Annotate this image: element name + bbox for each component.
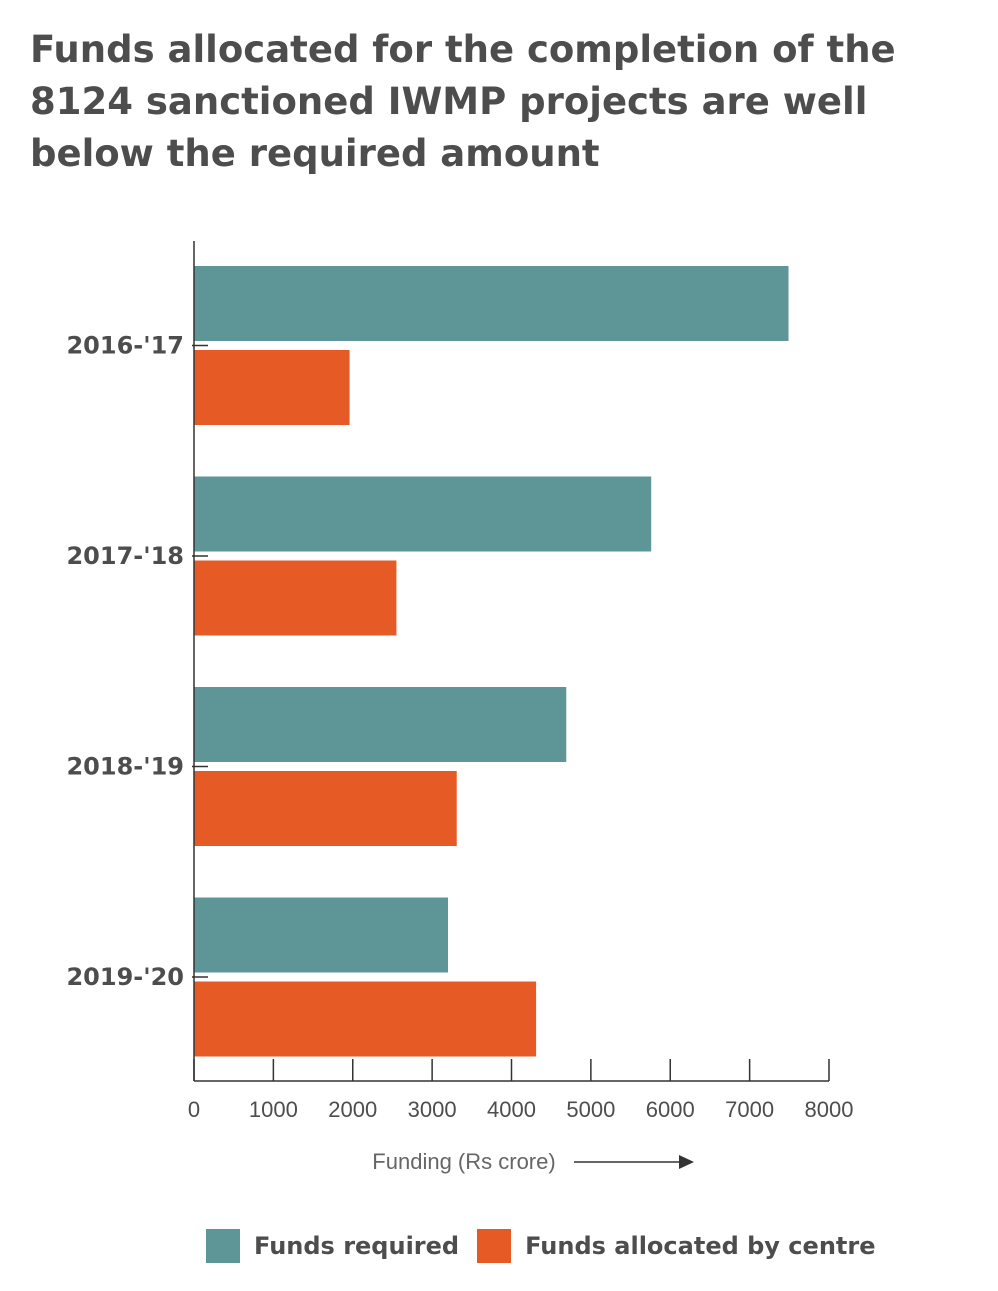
title-line: 8124 sanctioned IWMP projects are well — [30, 80, 868, 123]
legend: Funds required Funds allocated by centre — [206, 1228, 893, 1264]
x-tick-label: 1000 — [249, 1097, 298, 1122]
bar-allocated — [194, 560, 397, 636]
bar-required — [194, 266, 789, 341]
bar-chart: 2016-'17 2017-'18 2018-'19 2019-'20 0 1000 200… — [66, 241, 854, 1174]
x-tick-label: 4000 — [487, 1097, 536, 1122]
category-label: 2017-'18 — [66, 542, 184, 570]
legend-label-required: Funds required — [254, 1232, 460, 1260]
bar-required — [194, 476, 652, 552]
x-axis-arrow-icon — [679, 1155, 694, 1169]
bar-allocated — [194, 350, 350, 425]
legend-label-allocated: Funds allocated by centre — [525, 1232, 876, 1260]
x-tick-label: 0 — [188, 1097, 200, 1122]
legend-swatch-required — [206, 1229, 240, 1263]
bar-required — [194, 687, 567, 762]
legend-swatch-allocated — [477, 1229, 512, 1263]
bar-required — [194, 897, 448, 973]
x-tick-label: 7000 — [725, 1097, 774, 1122]
legend-item-required: Funds required — [206, 1229, 459, 1263]
chart-title: Funds allocated for the completion of th… — [30, 24, 960, 180]
category-label: 2019-'20 — [66, 963, 184, 991]
legend-item-allocated: Funds allocated by centre — [477, 1229, 875, 1263]
bar-allocated — [194, 981, 537, 1057]
bar-allocated — [194, 771, 457, 846]
title-line: Funds allocated for the completion of th… — [30, 28, 896, 71]
x-tick-label: 3000 — [408, 1097, 457, 1122]
category-label: 2018-'19 — [66, 753, 184, 781]
x-tick-label: 6000 — [646, 1097, 695, 1122]
x-tick-label: 8000 — [805, 1097, 854, 1122]
category-label: 2016-'17 — [66, 332, 184, 360]
title-line: below the required amount — [30, 132, 600, 175]
x-axis-title: Funding (Rs crore) — [372, 1149, 555, 1174]
x-tick-label: 5000 — [566, 1097, 615, 1122]
x-tick-label: 2000 — [328, 1097, 377, 1122]
